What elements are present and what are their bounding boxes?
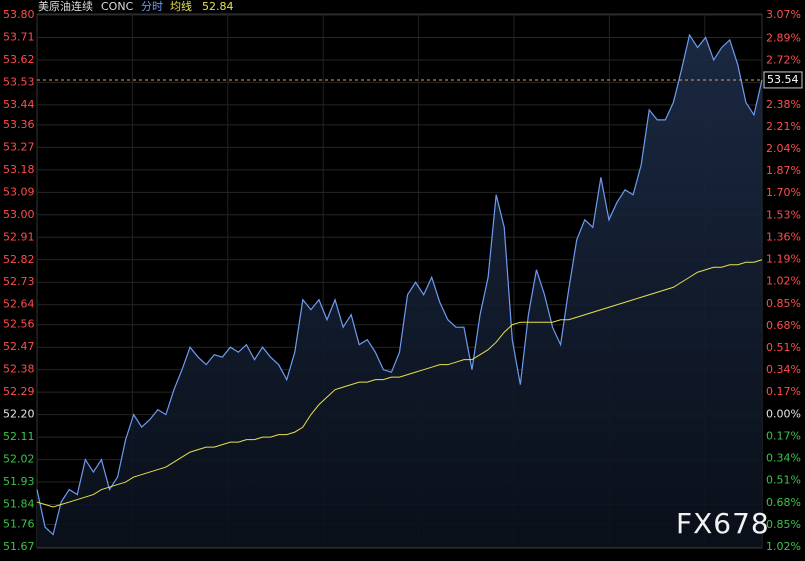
y2-tick-label: 1.53% — [766, 208, 801, 221]
y2-tick-label: 1.36% — [766, 230, 801, 243]
y2-tick-label: 1.02% — [766, 275, 801, 288]
y2-tick-label: 0.68% — [766, 496, 801, 509]
chart-title: 美原油连续 — [38, 0, 93, 13]
price-area — [37, 34, 762, 548]
legend-average: 均线 — [170, 0, 192, 13]
y-tick-label: 53.00 — [3, 208, 35, 221]
y-tick-label: 53.44 — [3, 98, 35, 111]
y2-tick-label: 1.19% — [766, 253, 801, 266]
y-tick-label: 53.36 — [3, 118, 35, 131]
marks — [36, 33, 763, 548]
y-tick-label: 52.29 — [3, 385, 35, 398]
y2-tick-label: 0.00% — [766, 407, 801, 420]
y-tick-label: 52.64 — [3, 298, 35, 311]
y-tick-label: 53.62 — [3, 53, 35, 66]
y2-tick-label: 0.51% — [766, 341, 801, 354]
y-tick-label: 52.47 — [3, 340, 35, 353]
y-tick-label: 52.82 — [3, 253, 35, 266]
y2-tick-label: 2.21% — [766, 120, 801, 133]
y2-tick-label: 2.72% — [766, 54, 801, 67]
average-value: 52.84 — [202, 0, 234, 13]
y2-tick-label: 0.34% — [766, 452, 801, 465]
legend-price: 分时 — [141, 0, 163, 13]
y2-tick-label: 1.87% — [766, 164, 801, 177]
y2-tick-label: 0.85% — [766, 518, 801, 531]
y-tick-label: 52.11 — [3, 430, 35, 443]
y-tick-label: 53.09 — [3, 185, 35, 198]
y-tick-label: 53.71 — [3, 30, 35, 43]
y-tick-label: 52.91 — [3, 230, 35, 243]
average-line — [36, 259, 763, 508]
y2-tick-label: 0.34% — [766, 363, 801, 376]
y2-tick-label: 0.17% — [766, 385, 801, 398]
y2-tick-label: 0.51% — [766, 474, 801, 487]
y2-tick-label: 0.68% — [766, 319, 801, 332]
watermark: FX678 — [676, 507, 770, 540]
y-tick-label: 51.76 — [3, 518, 35, 531]
y2-tick-label: 2.04% — [766, 142, 801, 155]
y2-tick-label: 3.07% — [766, 8, 801, 21]
y2-tick-label: 0.17% — [766, 429, 801, 442]
y-tick-label: 52.38 — [3, 363, 35, 376]
y2-tick-label: 0.85% — [766, 297, 801, 310]
price-line — [36, 33, 763, 536]
y-tick-label: 51.67 — [3, 540, 35, 553]
y2-tick-label: 1.70% — [766, 186, 801, 199]
labels: 53.80 53.71 53.62 53.53 53.44 53.36 53.27 53.18… — [3, 8, 803, 553]
y-tick-label: 53.27 — [3, 140, 35, 153]
y-tick-label: 53.80 — [3, 8, 35, 21]
y-tick-label: 52.56 — [3, 318, 35, 331]
y2-tick-label: 2.89% — [766, 31, 801, 44]
y-tick-label: 53.18 — [3, 163, 35, 176]
y-tick-label: 51.84 — [3, 498, 35, 511]
y-tick-label: 51.93 — [3, 475, 35, 488]
y-tick-label: 52.20 — [3, 408, 35, 421]
y2-tick-label: 2.38% — [766, 98, 801, 111]
symbol: CONC — [101, 0, 134, 13]
y-tick-label: 52.73 — [3, 275, 35, 288]
y-tick-label: 52.02 — [3, 453, 35, 466]
last-price-box — [763, 71, 803, 89]
last-price-label: 53.54 — [767, 73, 799, 86]
y-tick-label: 53.53 — [3, 75, 35, 88]
y2-tick-label: 1.02% — [766, 540, 801, 553]
